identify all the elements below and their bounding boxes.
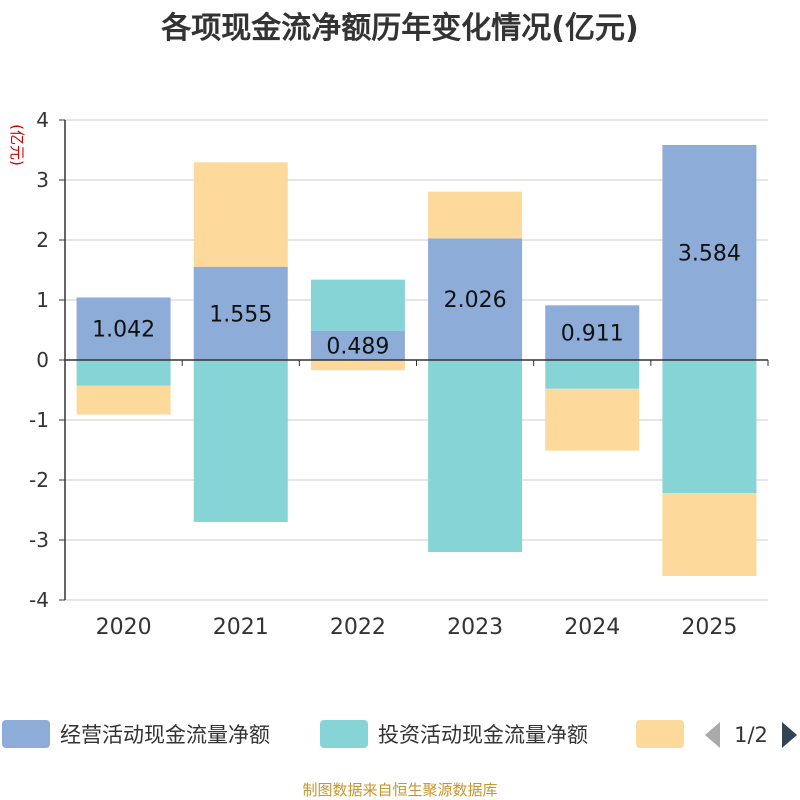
bar-2024-series-2 xyxy=(545,388,640,451)
bar-2022-series-2 xyxy=(310,360,405,371)
bar-2025-series-0 xyxy=(662,144,757,360)
axes: 4 3 2 1 0 -1 -2 -3 -4 2020 2021 2022 2023 2024 2025 xyxy=(29,108,769,640)
bar-2023-series-2 xyxy=(428,191,523,239)
y-tick-label: -1 xyxy=(29,408,49,432)
bar-2020-series-2 xyxy=(76,385,171,415)
y-tick-label: 2 xyxy=(36,228,49,252)
x-tick-label-2020: 2020 xyxy=(96,615,152,640)
x-tick-label-2024: 2024 xyxy=(564,615,620,640)
bar-2024-series-0 xyxy=(545,305,640,360)
data-label-2025: 3.584 xyxy=(678,241,741,266)
legend-swatch-investing[interactable] xyxy=(320,720,368,748)
bar-2024-series-1 xyxy=(545,360,640,389)
y-tick-label: -4 xyxy=(29,588,49,612)
legend-prev-page-icon[interactable] xyxy=(705,722,720,748)
bar-2020-series-0 xyxy=(76,297,171,360)
y-tick-label: 4 xyxy=(36,108,49,132)
data-label-2022: 0.489 xyxy=(326,334,389,359)
legend-label-operating[interactable]: 经营活动现金流量净额 xyxy=(60,723,270,747)
y-tick-label: 0 xyxy=(36,348,49,372)
y-axis-label: (亿元) xyxy=(8,124,26,166)
legend: 经营活动现金流量净额 投资活动现金流量净额 1/2 xyxy=(2,720,797,748)
bar-2022-series-1 xyxy=(310,279,405,331)
legend-label-investing[interactable]: 投资活动现金流量净额 xyxy=(378,723,588,747)
x-tick-label-2022: 2022 xyxy=(330,615,386,640)
x-tick-label-2021: 2021 xyxy=(213,615,269,640)
x-tick-label-2023: 2023 xyxy=(447,615,503,640)
x-tick-label-2025: 2025 xyxy=(681,615,737,640)
y-tick-label: -2 xyxy=(29,468,49,492)
legend-next-page-icon[interactable] xyxy=(782,722,797,748)
bar-2023-series-1 xyxy=(428,360,523,552)
bars xyxy=(76,144,757,576)
bar-2022-series-0 xyxy=(310,330,405,360)
y-tick-label: 3 xyxy=(36,168,49,192)
data-source-note: 制图数据来自恒生聚源数据库 xyxy=(302,781,497,799)
bar-2025-series-2 xyxy=(662,493,757,576)
y-tick-label: -3 xyxy=(29,528,49,552)
bar-2021-series-2 xyxy=(193,162,288,267)
legend-swatch-financing[interactable] xyxy=(636,720,684,748)
legend-swatch-operating[interactable] xyxy=(2,720,50,748)
data-label-2023: 2.026 xyxy=(444,288,507,313)
bar-2021-series-0 xyxy=(193,266,288,360)
legend-page-indicator: 1/2 xyxy=(734,723,768,747)
data-label-2024: 0.911 xyxy=(561,322,624,347)
bar-2023-series-0 xyxy=(428,238,523,360)
data-labels: 1.042 1.555 0.489 2.026 0.911 3.584 xyxy=(92,241,741,359)
chart-title: 各项现金流净额历年变化情况(亿元) xyxy=(160,11,638,46)
bar-2021-series-1 xyxy=(193,360,288,522)
bar-2025-series-1 xyxy=(662,360,757,494)
data-label-2020: 1.042 xyxy=(92,318,155,343)
bar-2020-series-1 xyxy=(76,360,171,386)
data-label-2021: 1.555 xyxy=(209,302,272,327)
y-tick-label: 1 xyxy=(36,288,49,312)
